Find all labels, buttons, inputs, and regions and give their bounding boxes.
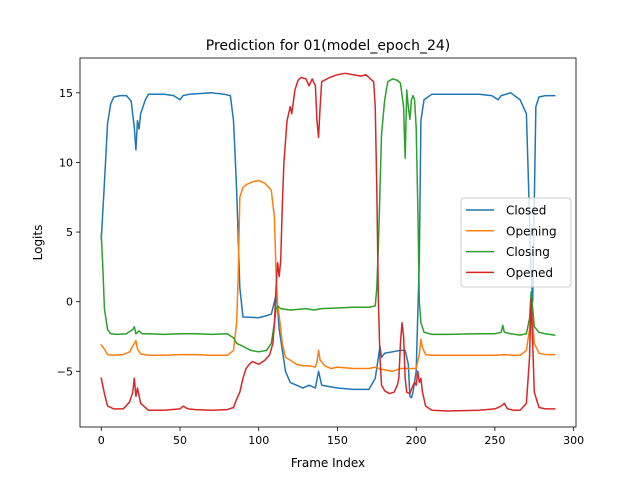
x-tick-label: 250 xyxy=(484,434,505,447)
y-tick-label: −5 xyxy=(57,365,73,378)
y-tick-label: 10 xyxy=(59,156,73,169)
plot-area xyxy=(79,57,577,428)
series-line-closed xyxy=(100,92,556,399)
series-line-opening xyxy=(100,179,556,373)
legend: Closed Opening Closing Opened xyxy=(460,197,572,288)
x-axis-label: Frame Index xyxy=(291,456,365,470)
x-tick-label: 50 xyxy=(173,434,187,447)
legend-label-closed: Closed xyxy=(506,204,546,218)
x-tick-label: 0 xyxy=(98,434,105,447)
legend-label-closing: Closing xyxy=(506,245,550,259)
series-line-closing xyxy=(100,78,556,353)
y-tick-label: 0 xyxy=(66,296,73,309)
series-line-opened xyxy=(100,72,556,412)
x-tick-label: 300 xyxy=(563,434,584,447)
series-layer xyxy=(100,72,556,412)
y-axis: −5 0 5 10 15 xyxy=(57,87,80,378)
y-axis-label: Logits xyxy=(31,225,45,261)
x-tick-label: 200 xyxy=(406,434,427,447)
chart-title: Prediction for 01(model_epoch_24) xyxy=(206,38,450,54)
x-tick-label: 150 xyxy=(327,434,348,447)
x-tick-label: 100 xyxy=(248,434,269,447)
x-axis: 0 50 100 150 200 250 300 xyxy=(98,427,584,447)
legend-frame xyxy=(460,197,572,288)
y-tick-label: 15 xyxy=(59,87,73,100)
legend-label-opening: Opening xyxy=(506,224,557,238)
y-tick-label: 5 xyxy=(66,226,73,239)
legend-label-opened: Opened xyxy=(506,266,553,280)
axes-frame xyxy=(79,57,577,428)
